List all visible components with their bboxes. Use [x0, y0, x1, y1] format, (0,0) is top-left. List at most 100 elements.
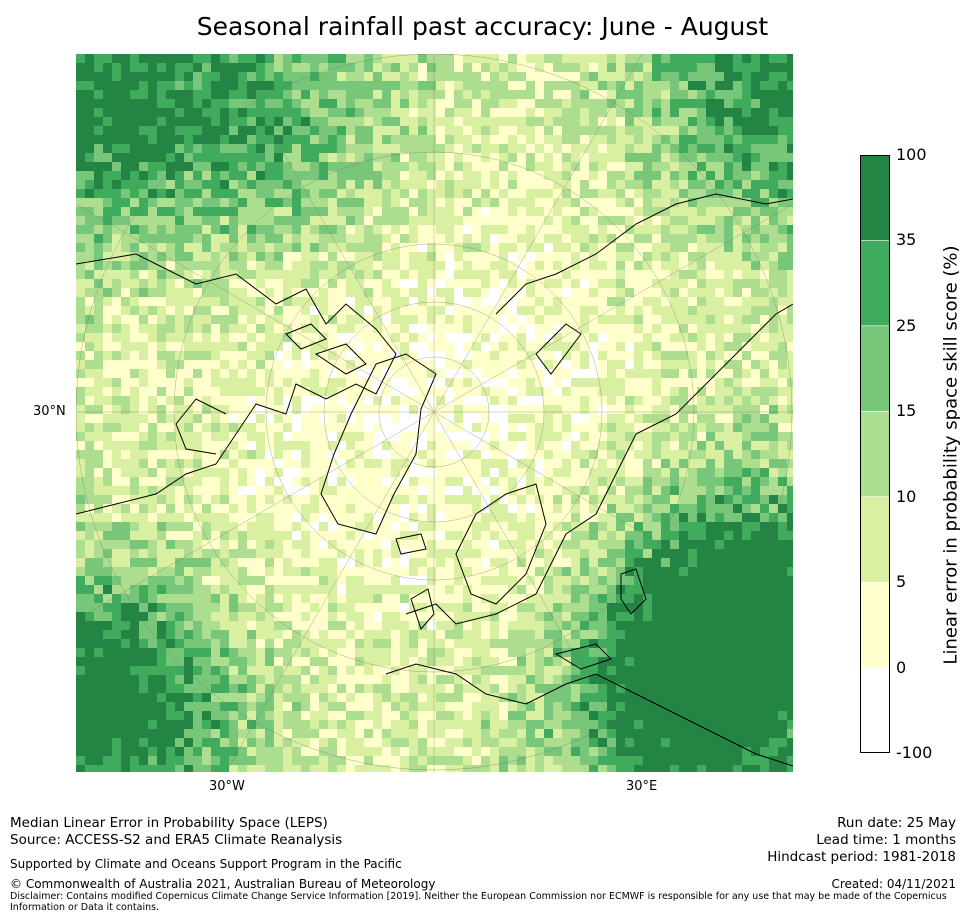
skill-cell	[409, 567, 418, 576]
skill-cell	[598, 612, 607, 621]
skill-cell	[148, 63, 157, 72]
skill-cell	[265, 333, 274, 342]
skill-cell	[175, 747, 184, 756]
skill-cell	[391, 315, 400, 324]
skill-cell	[472, 765, 481, 772]
skill-cell	[472, 441, 481, 450]
skill-cell	[652, 486, 661, 495]
skill-cell	[94, 432, 103, 441]
skill-cell	[94, 54, 103, 63]
skill-cell	[103, 603, 112, 612]
skill-cell	[580, 567, 589, 576]
skill-cell	[697, 306, 706, 315]
skill-cell	[553, 675, 562, 684]
skill-cell	[688, 441, 697, 450]
skill-cell	[418, 585, 427, 594]
skill-cell	[445, 333, 454, 342]
skill-cell	[301, 639, 310, 648]
skill-cell	[742, 108, 751, 117]
skill-cell	[193, 135, 202, 144]
skill-cell	[742, 495, 751, 504]
skill-cell	[715, 423, 724, 432]
skill-cell	[130, 414, 139, 423]
skill-cell	[364, 72, 373, 81]
skill-cell	[652, 243, 661, 252]
skill-cell	[517, 657, 526, 666]
skill-cell	[562, 108, 571, 117]
skill-cell	[598, 540, 607, 549]
skill-cell	[778, 90, 787, 99]
skill-cell	[499, 720, 508, 729]
skill-cell	[760, 396, 769, 405]
skill-cell	[778, 657, 787, 666]
skill-cell	[256, 729, 265, 738]
skill-cell	[103, 729, 112, 738]
skill-cell	[256, 387, 265, 396]
skill-cell	[193, 702, 202, 711]
skill-cell	[130, 630, 139, 639]
skill-cell	[148, 117, 157, 126]
skill-cell	[112, 171, 121, 180]
skill-cell	[319, 189, 328, 198]
skill-cell	[355, 585, 364, 594]
skill-cell	[211, 252, 220, 261]
skill-cell	[94, 108, 103, 117]
skill-cell	[652, 117, 661, 126]
skill-cell	[706, 99, 715, 108]
skill-cell	[157, 252, 166, 261]
skill-cell	[598, 423, 607, 432]
skill-cell	[310, 603, 319, 612]
skill-cell	[670, 558, 679, 567]
skill-cell	[247, 333, 256, 342]
skill-cell	[310, 675, 319, 684]
skill-cell	[535, 639, 544, 648]
skill-cell	[454, 243, 463, 252]
skill-cell	[517, 477, 526, 486]
skill-cell	[391, 90, 400, 99]
skill-cell	[337, 81, 346, 90]
skill-cell	[184, 135, 193, 144]
skill-cell	[265, 639, 274, 648]
skill-cell	[256, 612, 265, 621]
skill-cell	[661, 414, 670, 423]
skill-cell	[499, 279, 508, 288]
skill-cell	[373, 720, 382, 729]
skill-cell	[301, 684, 310, 693]
skill-cell	[436, 378, 445, 387]
skill-cell	[616, 621, 625, 630]
skill-cell	[616, 288, 625, 297]
skill-cell	[769, 675, 778, 684]
skill-cell	[724, 288, 733, 297]
skill-cell	[508, 153, 517, 162]
skill-cell	[193, 657, 202, 666]
skill-cell	[157, 54, 166, 63]
skill-cell	[121, 216, 130, 225]
skill-cell	[301, 378, 310, 387]
skill-cell	[427, 756, 436, 765]
skill-cell	[166, 153, 175, 162]
skill-cell	[130, 261, 139, 270]
skill-cell	[481, 756, 490, 765]
skill-cell	[184, 594, 193, 603]
skill-cell	[400, 63, 409, 72]
skill-cell	[85, 234, 94, 243]
skill-cell	[760, 198, 769, 207]
skill-cell	[652, 666, 661, 675]
skill-cell	[436, 702, 445, 711]
skill-cell	[724, 396, 733, 405]
skill-cell	[364, 369, 373, 378]
skill-cell	[184, 747, 193, 756]
skill-cell	[130, 108, 139, 117]
skill-cell	[625, 504, 634, 513]
skill-cell	[256, 549, 265, 558]
skill-cell	[670, 162, 679, 171]
skill-cell	[760, 666, 769, 675]
skill-cell	[769, 81, 778, 90]
skill-cell	[310, 315, 319, 324]
skill-cell	[751, 585, 760, 594]
skill-cell	[697, 612, 706, 621]
skill-cell	[139, 522, 148, 531]
skill-cell	[724, 459, 733, 468]
skill-cell	[85, 513, 94, 522]
skill-cell	[733, 576, 742, 585]
